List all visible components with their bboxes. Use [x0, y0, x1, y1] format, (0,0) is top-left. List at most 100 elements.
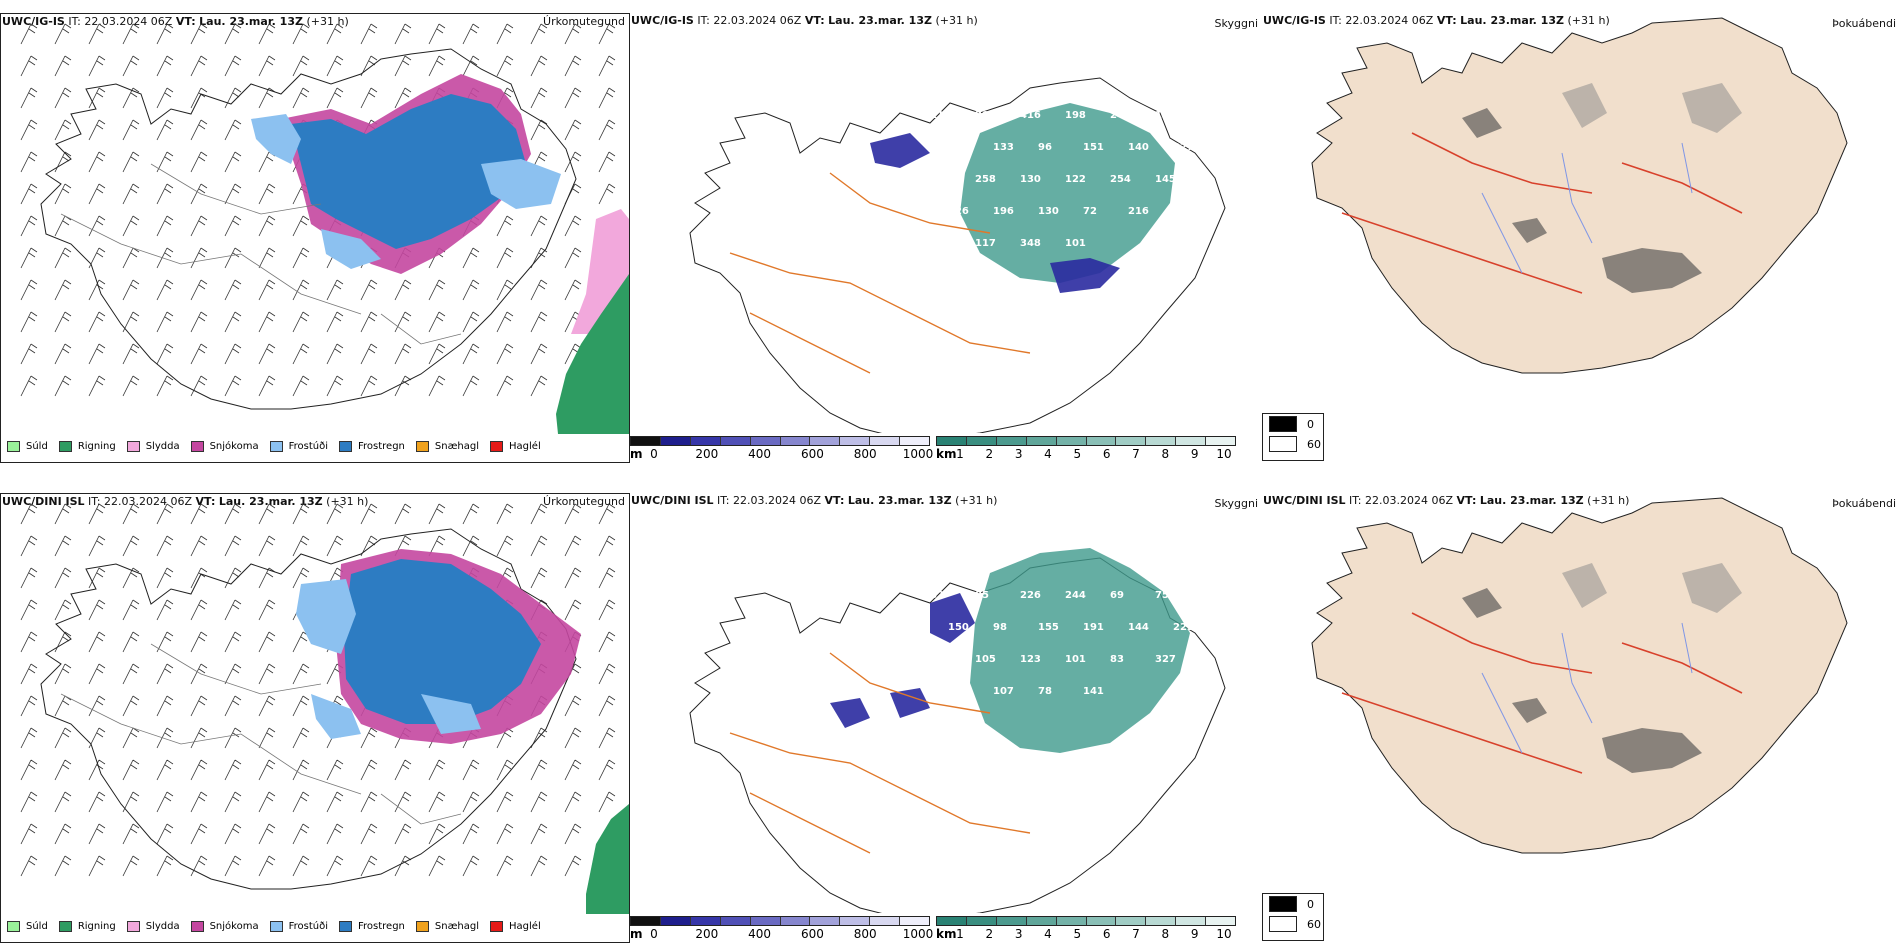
wind-barb: [190, 727, 208, 749]
wind-barb: [598, 663, 616, 685]
fog-indicator-map: [1311, 17, 1848, 374]
colorbar-unit: km: [936, 447, 957, 461]
wind-barb: [224, 823, 242, 845]
colorbar-elevation: m 0 200 400 600 800 1000: [630, 436, 933, 461]
precip-legend: Súld Rigning Slydda Snjókoma Frostúði Frostre…: [7, 441, 552, 452]
wind-barb: [258, 375, 276, 397]
wind-barb: [258, 535, 276, 557]
wind-barb: [530, 535, 548, 557]
wind-barb: [88, 823, 106, 845]
wind-barb: [598, 183, 616, 205]
visibility-label: 83: [1110, 654, 1124, 665]
legend-swatch: [126, 441, 140, 452]
wind-barb: [292, 727, 310, 749]
wind-barb: [462, 247, 480, 269]
visibility-label: 145: [1155, 174, 1176, 185]
legend-swatch: [269, 441, 283, 452]
wind-barb: [496, 823, 514, 845]
colorbar-tick: 10: [1216, 927, 1232, 941]
wind-barb: [360, 791, 378, 813]
fog-indicator-panel-row2: UWC/DINI ISL IT: 22.03.2024 06Z VT: Lau.…: [1262, 493, 1900, 943]
wind-barb: [20, 375, 38, 397]
visibility-label: 98: [993, 622, 1007, 633]
precip-type-panel-row1: UWC/IG-IS IT: 22.03.2024 06Z VT: Lau. 23…: [0, 13, 630, 463]
wind-barb: [258, 183, 276, 205]
wind-barb: [122, 279, 140, 301]
wind-barb: [360, 855, 378, 877]
colorbar-tick: 7: [1132, 927, 1140, 941]
wind-barb: [496, 247, 514, 269]
wind-barb: [428, 23, 446, 45]
colorbar-tick: 9: [1190, 447, 1199, 461]
wind-barb: [394, 87, 412, 109]
wind-barb: [598, 119, 616, 141]
wind-barb: [156, 727, 174, 749]
wind-barb: [564, 567, 582, 589]
legend-swatch: [269, 921, 283, 932]
wind-barb: [564, 535, 582, 557]
legend-swatch: [190, 441, 204, 452]
wind-barb: [54, 727, 72, 749]
wind-barb: [54, 823, 72, 845]
wind-barb: [292, 535, 310, 557]
wind-barb: [190, 151, 208, 173]
wind-barb: [20, 823, 38, 845]
colorbar-tick: 1000: [902, 927, 934, 941]
wind-barb: [88, 535, 106, 557]
wind-barb: [88, 727, 106, 749]
wind-barb: [190, 663, 208, 685]
wind-barb: [122, 87, 140, 109]
wind-barb: [258, 503, 276, 525]
wind-barb: [156, 23, 174, 45]
colorbar-tick: 7: [1132, 447, 1140, 461]
wind-barb: [156, 791, 174, 813]
wind-barb: [394, 791, 412, 813]
legend-label: Súld: [26, 921, 48, 932]
colorbar-visibility: km 1 2 3 4 5 6 7 8 9 10: [936, 436, 1236, 461]
wind-barb: [394, 23, 412, 45]
precip-legend: Súld Rigning Slydda Snjókoma Frostúði Frostre…: [7, 921, 552, 932]
frost-drizzle-area: [251, 114, 561, 269]
wind-barb: [326, 55, 344, 77]
colorbar-m-cells: [630, 916, 930, 926]
wind-barb: [564, 727, 582, 749]
panel-title: Úrkomutegund: [543, 495, 625, 508]
fog-shading: [1462, 588, 1702, 773]
wind-barb: [54, 151, 72, 173]
wind-barb: [496, 791, 514, 813]
wind-barb: [156, 759, 174, 781]
wind-barb: [598, 727, 616, 749]
colorbar-tick: 3: [1014, 927, 1023, 941]
panel-title: Skyggni: [1214, 17, 1258, 30]
wind-barb: [292, 791, 310, 813]
wind-barb: [88, 215, 106, 237]
colorbar-m-cells: [630, 436, 930, 446]
visibility-label: 172: [930, 174, 951, 185]
wind-barb: [360, 55, 378, 77]
wind-barb: [224, 279, 242, 301]
visibility-label: 204: [975, 110, 996, 121]
iceland-landmass: [1311, 497, 1848, 854]
visibility-label: 327: [1155, 654, 1176, 665]
colorbar-unit: m: [630, 447, 643, 461]
wind-barb: [20, 279, 38, 301]
legend-label: Súld: [26, 441, 48, 452]
legend-label: Snjókoma: [209, 921, 259, 932]
wind-barb: [530, 87, 548, 109]
wind-barb: [54, 23, 72, 45]
wind-barb: [326, 503, 344, 525]
low-visibility-teal: [960, 103, 1175, 283]
wind-barb: [156, 855, 174, 877]
wind-barb: [224, 631, 242, 653]
wind-barb: [598, 695, 616, 717]
wind-barb: [258, 247, 276, 269]
wind-barb: [496, 23, 514, 45]
wind-barb: [292, 503, 310, 525]
wind-barb: [88, 119, 106, 141]
wind-barb: [122, 759, 140, 781]
wind-barb: [326, 855, 344, 877]
wind-barb: [54, 215, 72, 237]
visibility-panel-row1: UWC/IG-IS IT: 22.03.2024 06Z VT: Lau. 23…: [630, 13, 1262, 463]
wind-barb: [190, 183, 208, 205]
visibility-label: 151: [1083, 142, 1104, 153]
